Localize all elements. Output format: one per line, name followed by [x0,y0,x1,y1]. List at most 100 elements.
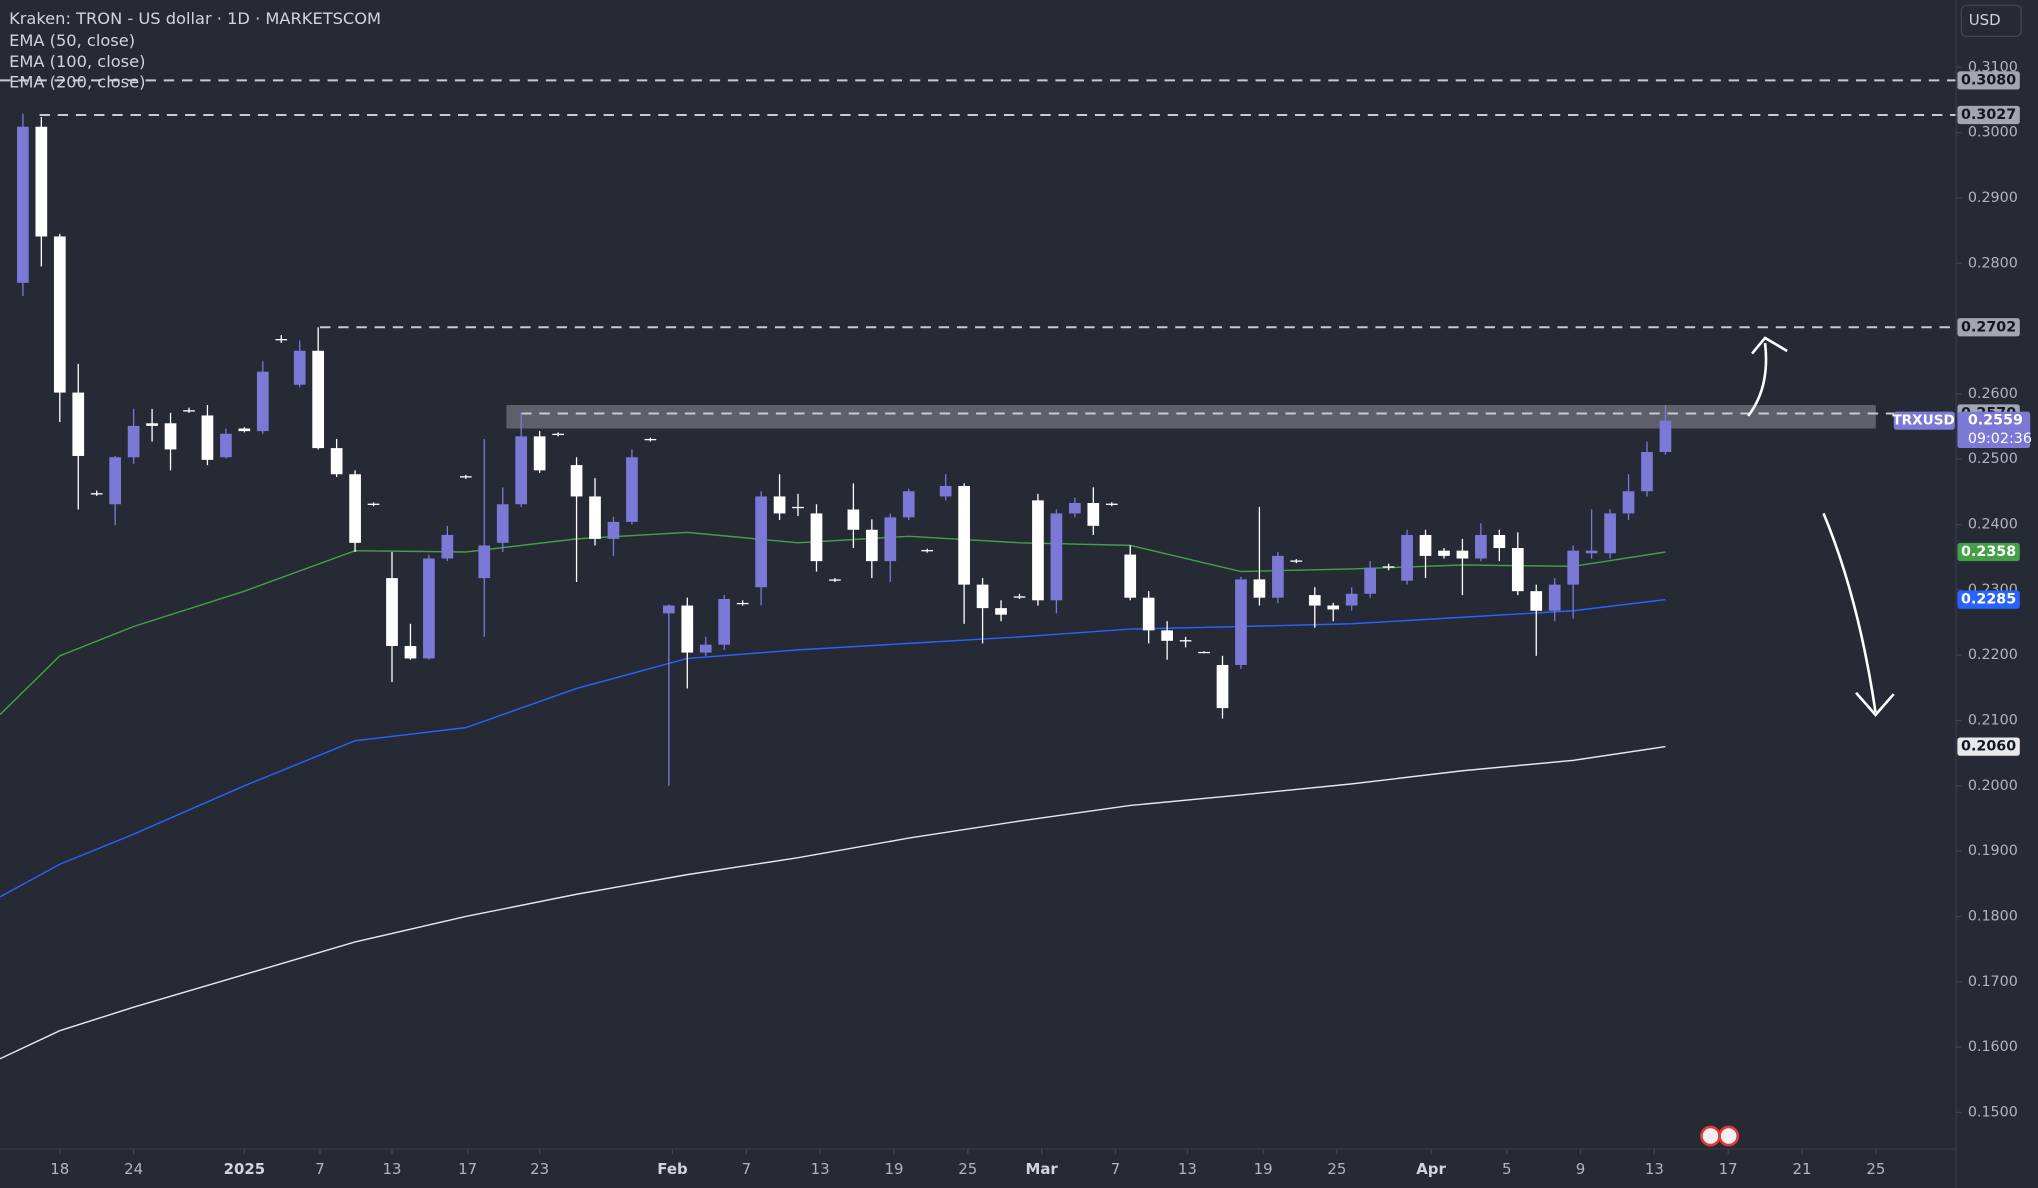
candle-body [1419,534,1432,556]
y-tick-label: 0.2800 [1968,255,2018,271]
candle-body [884,517,897,562]
down-arrow [1822,512,1877,713]
candle-body [533,436,546,471]
y-tick-label: 0.2600 [1968,386,2018,402]
candle-body [755,496,767,588]
candle-body [1032,500,1044,601]
candle-body [976,584,989,609]
y-tick-label: 0.2100 [1968,712,2018,728]
x-tick-label: 21 [1793,1160,1812,1178]
candle-body [607,521,620,539]
event-flag[interactable] [1700,1125,1721,1147]
candle-body [404,646,417,659]
candle-body [1272,555,1284,598]
candle-body [902,491,915,518]
chart-title: Kraken: TRON - US dollar · 1D · MARKETSC… [9,9,381,28]
candle-body [1604,513,1616,554]
candle-body [829,579,841,581]
candle-body [220,433,232,458]
y-tick-label: 0.2000 [1968,778,2018,794]
last-price-bg [1957,411,2031,448]
level-tag: 0.3027 [1961,107,2016,123]
candle-body [847,509,860,530]
x-tick-label: 19 [1254,1160,1273,1178]
candle-body [1198,651,1210,654]
candle-body [1124,554,1137,598]
ema-tag-bg [1957,737,2020,756]
x-tick-label: 13 [1645,1160,1664,1178]
x-tick-label: 7 [315,1160,325,1178]
candle-body [718,598,731,645]
symbol-tag: TRXUSD [1892,413,1954,429]
y-tick-label: 0.2900 [1968,190,2018,206]
candle-body [736,602,749,605]
candle-body [17,126,29,283]
candle-body [589,496,601,539]
candle-body [792,506,804,509]
x-tick-label: 23 [530,1160,549,1178]
candle-body [626,457,638,522]
candle-body [109,457,122,505]
currency-button[interactable] [1960,4,2022,38]
plot-area [0,79,1957,1060]
y-tick-label: 0.1700 [1968,974,2018,990]
candle-body [201,415,214,460]
candle-body [1659,420,1672,453]
annotations [1700,336,1895,1147]
candle-body [865,529,878,562]
candle-body [1530,591,1543,611]
x-tick-label: 5 [1502,1160,1512,1178]
candle-body [1087,502,1100,526]
candle-body [681,605,694,653]
candle-body [330,448,343,475]
candle-body [1216,664,1229,709]
event-flag[interactable] [1718,1125,1740,1147]
ema-tag-bg [1957,542,2020,562]
candle-body [293,350,306,385]
legend-entry: EMA (50, close) [9,31,135,50]
y-tick-label: 0.1600 [1968,1039,2018,1055]
candle-body [1548,584,1561,611]
candle-body [810,513,823,562]
ema-line [0,598,1666,898]
y-tick-label: 0.1900 [1968,843,2018,859]
x-tick-label: Apr [1416,1160,1446,1178]
x-tick-label: 18 [50,1160,69,1178]
candle-body [1013,596,1026,598]
candle-body [958,485,970,585]
candle-body [1475,534,1487,559]
candle-body [1493,534,1506,549]
y-tick-label: 0.2200 [1968,647,2018,663]
x-tick-label: 19 [884,1160,903,1178]
candle-body [1438,550,1450,556]
candle-body [459,476,472,478]
candle-body [164,423,177,450]
level-tag-bg [1957,105,2020,125]
candle-body [146,423,158,426]
candle-body [939,485,952,497]
ema-tag: 0.2060 [1961,739,2016,755]
candle-body [1622,491,1635,514]
down-arrow-head [1855,691,1895,717]
x-tick-label: 25 [1866,1160,1885,1178]
candle-body [1345,593,1358,606]
candle-body [570,465,583,497]
countdown: 09:02:36 [1968,431,2032,447]
x-tick-label: 25 [1327,1160,1346,1178]
candle-body [90,493,103,495]
candle-body [1105,503,1118,505]
candle-body [35,126,48,237]
y-tick-label: 0.1500 [1968,1104,2018,1120]
currency-label[interactable]: USD [1969,11,2001,29]
ema-tag: 0.2358 [1961,544,2016,560]
x-tick-label: 25 [958,1160,977,1178]
x-tick-label: 17 [458,1160,477,1178]
x-tick-label: 2025 [224,1160,266,1178]
candle-body [1401,534,1413,581]
candle-body [515,436,528,505]
symbol-tag-bg [1893,411,1955,430]
up-arrow-head [1751,336,1788,355]
candle-body [995,608,1007,615]
candle-body [127,425,140,458]
